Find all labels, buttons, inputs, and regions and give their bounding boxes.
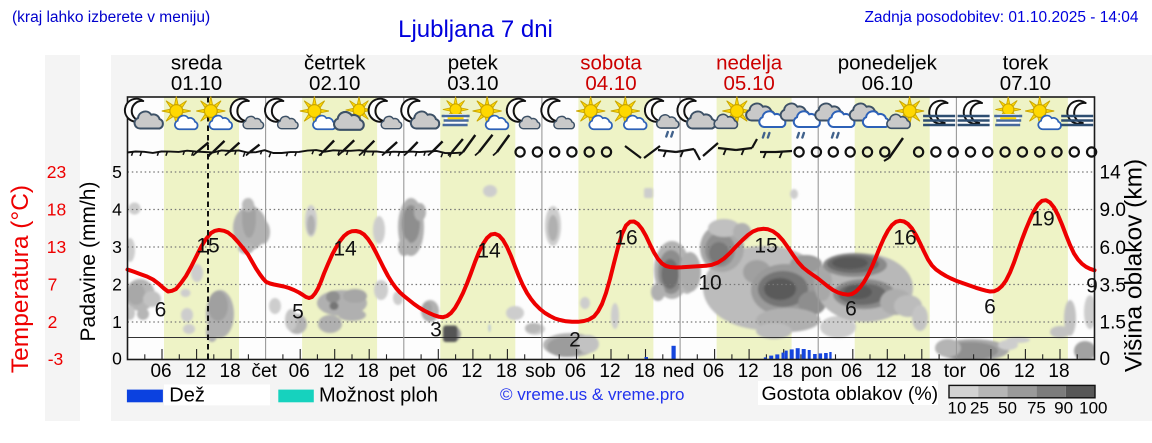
svg-text:Dež: Dež bbox=[169, 385, 205, 407]
svg-text:14: 14 bbox=[1100, 163, 1122, 184]
svg-text:četrtek: četrtek bbox=[304, 52, 366, 75]
svg-text:3: 3 bbox=[430, 319, 442, 342]
svg-text:10: 10 bbox=[948, 399, 967, 418]
svg-text:23: 23 bbox=[47, 162, 66, 182]
svg-text:ned: ned bbox=[663, 361, 695, 382]
svg-text:01.10: 01.10 bbox=[171, 72, 222, 95]
svg-text:19: 19 bbox=[1031, 208, 1054, 231]
svg-text:75: 75 bbox=[1027, 399, 1046, 418]
svg-text:0: 0 bbox=[1100, 349, 1111, 370]
svg-text:3.5: 3.5 bbox=[1100, 276, 1126, 297]
svg-text:4: 4 bbox=[112, 200, 122, 220]
svg-text:(kraj lahko izberete v meniju): (kraj lahko izberete v meniju) bbox=[12, 9, 210, 26]
svg-text:06: 06 bbox=[565, 361, 586, 382]
svg-text:6.0: 6.0 bbox=[1100, 238, 1126, 259]
svg-text:pon: pon bbox=[801, 361, 833, 382]
svg-text:5: 5 bbox=[112, 162, 122, 182]
svg-text:Temperatura (°C): Temperatura (°C) bbox=[7, 185, 34, 373]
svg-text:1.5: 1.5 bbox=[1100, 313, 1126, 334]
svg-text:ponedeljek: ponedeljek bbox=[838, 52, 938, 75]
svg-text:5: 5 bbox=[292, 301, 304, 324]
svg-text:petek: petek bbox=[448, 52, 499, 75]
svg-text:50: 50 bbox=[998, 399, 1017, 418]
svg-text:čet: čet bbox=[251, 361, 277, 382]
svg-text:9: 9 bbox=[1086, 275, 1098, 298]
svg-text:6: 6 bbox=[984, 296, 996, 319]
svg-text:nedelja: nedelja bbox=[716, 52, 783, 75]
svg-text:02.10: 02.10 bbox=[309, 72, 360, 95]
svg-text:12: 12 bbox=[738, 361, 759, 382]
svg-text:sreda: sreda bbox=[171, 52, 223, 75]
svg-text:1: 1 bbox=[112, 312, 122, 332]
svg-text:2: 2 bbox=[112, 275, 122, 295]
svg-text:18: 18 bbox=[47, 200, 66, 220]
svg-text:18: 18 bbox=[1048, 361, 1069, 382]
svg-text:06: 06 bbox=[289, 361, 310, 382]
svg-text:16: 16 bbox=[893, 227, 916, 250]
svg-text:-3: -3 bbox=[48, 349, 64, 369]
svg-text:Možnost ploh: Možnost ploh bbox=[319, 385, 438, 407]
svg-text:18: 18 bbox=[358, 361, 379, 382]
svg-text:06: 06 bbox=[979, 361, 1000, 382]
svg-text:14: 14 bbox=[477, 240, 501, 263]
svg-text:Zadnja posodobitev: 01.10.2025: Zadnja posodobitev: 01.10.2025 - 14:04 bbox=[864, 9, 1138, 26]
svg-text:06: 06 bbox=[703, 361, 724, 382]
svg-text:15: 15 bbox=[196, 235, 219, 258]
svg-text:12: 12 bbox=[599, 361, 620, 382]
svg-text:© vreme.us & vreme.pro: © vreme.us & vreme.pro bbox=[500, 385, 684, 404]
svg-text:Gostota oblakov (%): Gostota oblakov (%) bbox=[762, 383, 939, 405]
svg-text:25: 25 bbox=[970, 399, 989, 418]
svg-text:18: 18 bbox=[496, 361, 517, 382]
svg-text:18: 18 bbox=[910, 361, 931, 382]
svg-text:06.10: 06.10 bbox=[862, 72, 913, 95]
svg-text:12: 12 bbox=[876, 361, 897, 382]
svg-text:3: 3 bbox=[112, 237, 122, 257]
svg-text:pet: pet bbox=[389, 361, 416, 382]
svg-text:12: 12 bbox=[185, 361, 206, 382]
svg-text:14: 14 bbox=[333, 238, 357, 261]
svg-text:12: 12 bbox=[323, 361, 344, 382]
svg-text:05.10: 05.10 bbox=[723, 72, 774, 95]
svg-text:12: 12 bbox=[1014, 361, 1035, 382]
svg-text:07.10: 07.10 bbox=[1000, 72, 1051, 95]
svg-text:06: 06 bbox=[427, 361, 448, 382]
svg-text:18: 18 bbox=[634, 361, 655, 382]
svg-text:2: 2 bbox=[48, 312, 58, 332]
svg-text:sob: sob bbox=[525, 361, 556, 382]
svg-text:18: 18 bbox=[220, 361, 241, 382]
svg-text:06: 06 bbox=[841, 361, 862, 382]
svg-text:12: 12 bbox=[461, 361, 482, 382]
svg-text:100: 100 bbox=[1079, 399, 1107, 418]
svg-text:torek: torek bbox=[1003, 52, 1049, 75]
svg-text:18: 18 bbox=[772, 361, 793, 382]
svg-text:06: 06 bbox=[150, 361, 171, 382]
svg-text:Ljubljana 7 dni: Ljubljana 7 dni bbox=[398, 16, 553, 43]
svg-text:15: 15 bbox=[754, 235, 777, 258]
svg-text:tor: tor bbox=[944, 361, 967, 382]
svg-text:Višina oblakov (km): Višina oblakov (km) bbox=[1121, 159, 1148, 372]
svg-text:sobota: sobota bbox=[580, 52, 642, 75]
svg-text:2: 2 bbox=[569, 329, 581, 352]
svg-text:03.10: 03.10 bbox=[447, 72, 498, 95]
svg-text:7: 7 bbox=[48, 275, 58, 295]
svg-text:10: 10 bbox=[698, 272, 721, 295]
svg-text:Padavine (mm/h): Padavine (mm/h) bbox=[77, 182, 100, 342]
svg-text:04.10: 04.10 bbox=[585, 72, 636, 95]
svg-text:6: 6 bbox=[845, 298, 857, 321]
svg-text:9.0: 9.0 bbox=[1100, 200, 1126, 221]
svg-text:16: 16 bbox=[614, 227, 637, 250]
svg-text:90: 90 bbox=[1054, 399, 1073, 418]
svg-text:0: 0 bbox=[112, 349, 122, 369]
svg-text:13: 13 bbox=[47, 237, 66, 257]
svg-text:6: 6 bbox=[155, 299, 167, 322]
